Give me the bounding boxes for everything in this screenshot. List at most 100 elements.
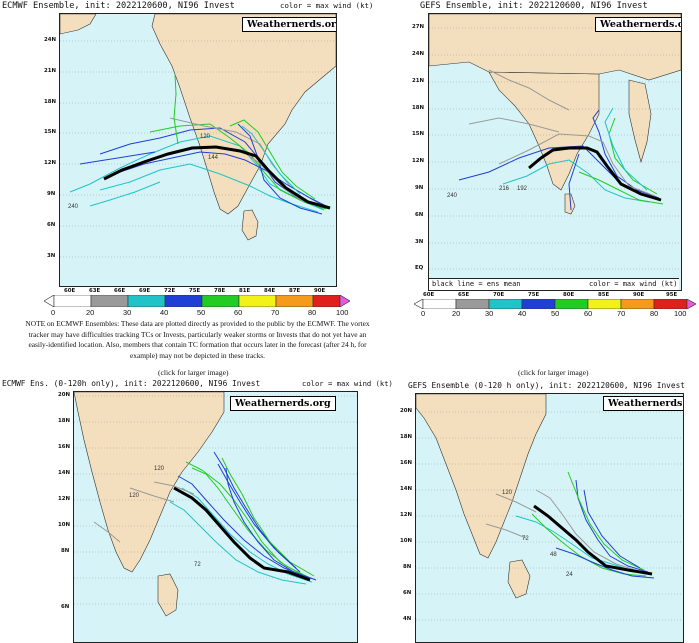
lat-label: 10N [58, 522, 71, 528]
hour-label: 240 [68, 204, 79, 210]
lat-gridlines [429, 27, 681, 270]
lat-label: 12N [58, 496, 71, 502]
lat-label: 24N [44, 37, 57, 43]
india-land [74, 392, 225, 573]
ensemble-mean-line [533, 504, 653, 576]
lon-label: 80E [563, 292, 575, 298]
lat-label: 18N [400, 434, 413, 440]
lat-label: EQ [415, 265, 424, 271]
lon-label: 75E [189, 288, 201, 294]
lat-label: 12N [44, 160, 57, 166]
weathernerds-badge: Weathernerds.org [603, 396, 683, 411]
color-note: color = max wind (kt) [302, 379, 393, 388]
lat-label: 20N [58, 392, 71, 398]
lat-gridlines [60, 40, 336, 258]
colorbar-label: 30 [485, 309, 494, 318]
lat-label: 21N [44, 68, 57, 74]
ensemble-tracks [458, 69, 664, 211]
colorbar-label: 50 [551, 309, 560, 318]
panel-gefs-ensemble[interactable]: GEFS Ensemble, init: 2022120600, NI96 In… [398, 0, 699, 318]
colorbar-label: 20 [452, 309, 461, 318]
wind-colorbar [414, 299, 696, 309]
srilanka-land [507, 559, 531, 599]
lat-label: 20N [400, 408, 413, 414]
panel-title: ECMWF Ensemble, init: 2022120600, NI96 I… [2, 1, 235, 11]
ecmwf-note: NOTE on ECMWF Ensembles: These data are … [25, 319, 370, 360]
weathernerds-badge: Weathernerds.org [595, 17, 681, 32]
lat-label: 27N [412, 24, 425, 30]
ensemble-tracks [93, 451, 317, 585]
lat-label: 3N [415, 239, 424, 245]
map-frame: 240 216 192 Weathernerds.org black line … [428, 13, 682, 291]
lat-label: 16N [400, 460, 413, 466]
lat-label: 8N [403, 564, 412, 570]
lon-label: 85E [598, 292, 610, 298]
click-larger-left[interactable]: (click for larger image) [158, 368, 229, 377]
track-map: 240 120 144 [60, 14, 336, 258]
lat-label: 18N [412, 105, 425, 111]
colorbar-label: 0 [51, 308, 56, 317]
lat-label: 14N [58, 470, 71, 476]
hour-label: 48 [550, 552, 557, 558]
panel-ecmwf-0-120h[interactable]: ECMWF Ens. (0-120h only), init: 20221206… [0, 378, 395, 643]
lon-label: 69E [139, 288, 151, 294]
lat-label: 24N [412, 51, 425, 57]
ensemble-mean-line [173, 486, 311, 582]
lon-label: 66E [114, 288, 126, 294]
lon-label: 78E [214, 288, 226, 294]
map-frame: 120 72 48 24 Weathernerds.org [415, 393, 684, 643]
hour-label: 72 [194, 562, 201, 568]
hour-label: 120 [502, 490, 513, 496]
arabia-land [60, 14, 97, 35]
colorbar-label: 60 [234, 308, 243, 317]
lon-label: 81E [239, 288, 251, 294]
panel-title: ECMWF Ens. (0-120h only), init: 20221206… [2, 379, 261, 388]
lat-label: 4N [403, 616, 412, 622]
lat-label: 18N [58, 418, 71, 424]
hour-label: 72 [522, 536, 529, 542]
srilanka-land [157, 573, 179, 617]
hour-label: 216 [499, 186, 510, 192]
weathernerds-badge: Weathernerds.org [230, 396, 336, 411]
india-land [488, 71, 600, 191]
map-frame: 120 120 72 Weathernerds.org [73, 391, 358, 643]
lat-label: 10N [400, 538, 413, 544]
panel-gefs-0-120h[interactable]: GEFS Ensemble (0-120 h only), init: 2022… [400, 378, 699, 643]
hour-label: 24 [566, 572, 573, 578]
click-larger-right[interactable]: (click for larger image) [518, 368, 589, 377]
lat-label: 18N [44, 99, 57, 105]
panel-ecmwf-ensemble[interactable]: ECMWF Ensemble, init: 2022120600, NI96 I… [0, 0, 373, 318]
lon-label: 70E [493, 292, 505, 298]
lat-label: 6N [47, 222, 56, 228]
colorbar-label: 100 [674, 309, 687, 318]
hour-label: 120 [154, 466, 165, 472]
lat-label: 12N [412, 158, 425, 164]
weathernerds-badge: Weathernerds.org [242, 17, 336, 32]
ensemble-mean-line [103, 145, 331, 210]
colorbar-label: 40 [518, 309, 527, 318]
inner-legend: black line = ens mean color = max wind (… [429, 278, 679, 290]
lat-label: 9N [47, 191, 56, 197]
colorbar-label: 70 [617, 309, 626, 318]
lat-label: 16N [58, 444, 71, 450]
track-map: 120 120 72 [74, 392, 357, 617]
hour-label: 240 [447, 193, 458, 199]
colorbar-label: 50 [197, 308, 206, 317]
colorbar-label: 30 [123, 308, 132, 317]
colorbar-label: 0 [421, 309, 426, 318]
lat-label: 9N [415, 185, 424, 191]
track-map: 120 72 48 24 [416, 394, 683, 621]
colorbar-label: 70 [271, 308, 280, 317]
panel-title: GEFS Ensemble, init: 2022120600, NI96 In… [420, 1, 648, 11]
colorbar-label: 100 [336, 308, 349, 317]
hour-label: 120 [200, 134, 211, 140]
lat-label: 6N [415, 212, 424, 218]
lon-label: 87E [289, 288, 301, 294]
lon-label: 63E [89, 288, 101, 294]
colorbar-label: 80 [308, 308, 317, 317]
lon-label: 75E [528, 292, 540, 298]
hour-label: 120 [129, 493, 140, 499]
lat-label: 15N [412, 131, 425, 137]
mean-line-note: black line = ens mean [432, 280, 521, 288]
lat-label: 8N [61, 548, 70, 554]
